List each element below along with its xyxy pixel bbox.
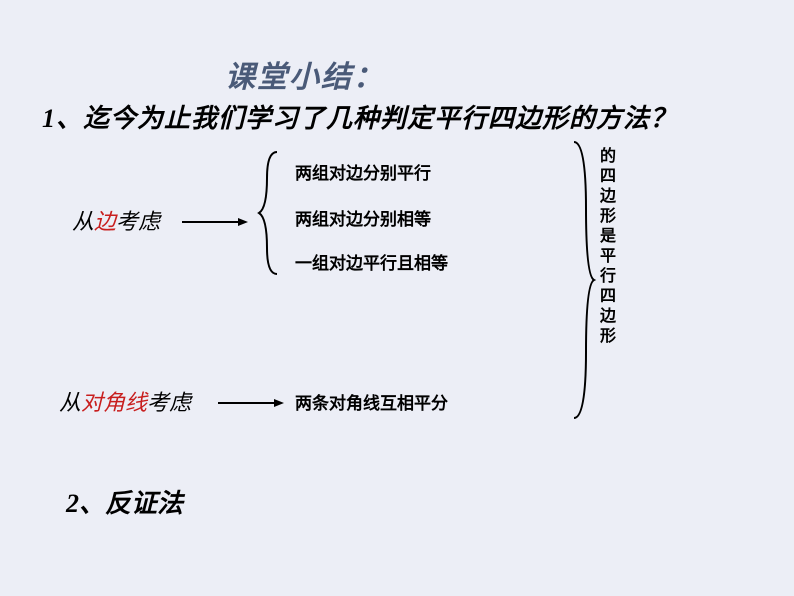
- condition-2: 两组对边分别相等: [295, 205, 431, 230]
- from-diagonal-label: 从对角线考虑: [59, 385, 191, 417]
- condition-4: 两条对角线互相平分: [295, 389, 448, 414]
- edge-suffix: 考虑: [116, 209, 160, 234]
- edge-red: 边: [94, 209, 116, 234]
- right-brace-icon: [568, 138, 598, 422]
- diag-red: 对角线: [81, 390, 147, 415]
- question-2: 2、反证法: [66, 483, 183, 520]
- question-1: 1、迄今为止我们学习了几种判定平行四边形的方法？: [42, 98, 677, 135]
- arrow-icon: [216, 396, 286, 410]
- arrow-icon: [180, 215, 250, 229]
- page-title: 课堂小结：: [225, 52, 385, 96]
- condition-1: 两组对边分别平行: [295, 159, 431, 184]
- condition-3: 一组对边平行且相等: [295, 249, 448, 274]
- vertical-conclusion: 的四边形是平行四边形: [600, 147, 616, 347]
- edge-prefix: 从: [72, 209, 94, 234]
- from-edge-label: 从边考虑: [72, 204, 160, 236]
- diag-prefix: 从: [59, 390, 81, 415]
- left-brace-icon: [255, 148, 285, 278]
- diag-suffix: 考虑: [147, 390, 191, 415]
